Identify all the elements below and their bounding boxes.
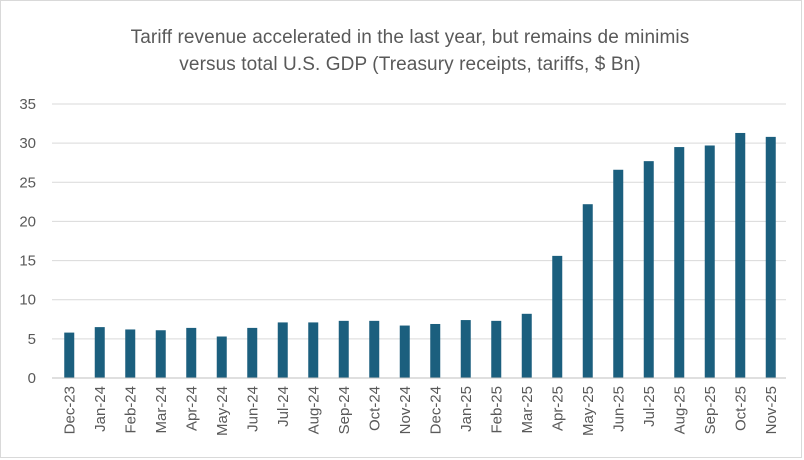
x-tick-label: Sep-24 bbox=[336, 386, 353, 434]
x-tick-label: Apr-25 bbox=[549, 386, 566, 431]
bar bbox=[338, 320, 349, 378]
y-tick-label: 35 bbox=[19, 96, 36, 113]
bar bbox=[308, 322, 319, 378]
bar bbox=[704, 145, 715, 378]
y-tick-label: 30 bbox=[19, 135, 36, 152]
y-tick-label: 15 bbox=[19, 253, 36, 270]
x-tick-label: Oct-24 bbox=[366, 386, 383, 431]
y-axis-tick-labels: 0 5 10 15 20 25 30 35 bbox=[19, 96, 36, 387]
x-tick-label: Jan-24 bbox=[92, 386, 109, 432]
x-tick-label: May-25 bbox=[580, 386, 597, 436]
x-tick-label: Jun-24 bbox=[244, 386, 261, 432]
bars bbox=[64, 132, 776, 378]
chart-title-line-1: Tariff revenue accelerated in the last y… bbox=[130, 27, 690, 48]
x-tick-label: Apr-24 bbox=[183, 386, 200, 431]
x-tick-label: Mar-25 bbox=[519, 386, 536, 434]
bar bbox=[94, 327, 105, 378]
x-tick-label: Aug-25 bbox=[671, 386, 688, 434]
bar bbox=[247, 327, 258, 378]
y-tick-label: 20 bbox=[19, 213, 36, 230]
x-tick-label: Sep-25 bbox=[702, 386, 719, 434]
y-tick-label: 0 bbox=[28, 370, 36, 387]
x-tick-label: Mar-24 bbox=[153, 386, 170, 434]
bar bbox=[155, 330, 166, 378]
bar bbox=[582, 204, 593, 378]
x-axis-tick-labels: Dec-23 Jan-24 Feb-24 Mar-24 Apr-24 May-24 Jun-… bbox=[61, 386, 780, 436]
bar bbox=[552, 255, 563, 378]
bar bbox=[125, 329, 136, 378]
bar bbox=[643, 161, 654, 378]
bar bbox=[613, 169, 624, 378]
y-tick-label: 10 bbox=[19, 292, 36, 309]
bar bbox=[460, 320, 471, 378]
bar bbox=[186, 327, 197, 378]
bar bbox=[491, 320, 502, 378]
x-tick-label: Jul-24 bbox=[275, 386, 292, 427]
bar bbox=[277, 322, 288, 378]
chart-title-line-2: versus total U.S. GDP (Treasury receipts… bbox=[179, 54, 641, 75]
bar bbox=[765, 136, 776, 378]
x-tick-label: Aug-24 bbox=[305, 386, 322, 434]
y-tick-label: 5 bbox=[28, 331, 36, 348]
x-tick-label: Oct-25 bbox=[732, 386, 749, 431]
x-tick-label: Nov-25 bbox=[763, 386, 780, 434]
chart-title: Tariff revenue accelerated in the last y… bbox=[60, 24, 760, 78]
y-tick-label: 25 bbox=[19, 174, 36, 191]
x-tick-label: Feb-24 bbox=[122, 386, 139, 434]
x-tick-label: Dec-23 bbox=[61, 386, 78, 434]
x-tick-label: Jul-25 bbox=[641, 386, 658, 427]
bar bbox=[369, 320, 380, 378]
x-tick-label: Dec-24 bbox=[427, 386, 444, 434]
x-tick-label: May-24 bbox=[214, 386, 231, 436]
bar bbox=[674, 147, 685, 378]
bar bbox=[399, 325, 410, 378]
x-tick-label: Nov-24 bbox=[397, 386, 414, 434]
bar bbox=[521, 313, 532, 378]
x-tick-label: Jan-25 bbox=[458, 386, 475, 432]
x-tick-label: Jun-25 bbox=[610, 386, 627, 432]
bar bbox=[735, 132, 746, 378]
gridlines bbox=[52, 103, 786, 340]
bar bbox=[64, 332, 75, 378]
x-tick-label: Feb-25 bbox=[488, 386, 505, 434]
bar bbox=[216, 336, 227, 378]
bar bbox=[430, 323, 441, 378]
